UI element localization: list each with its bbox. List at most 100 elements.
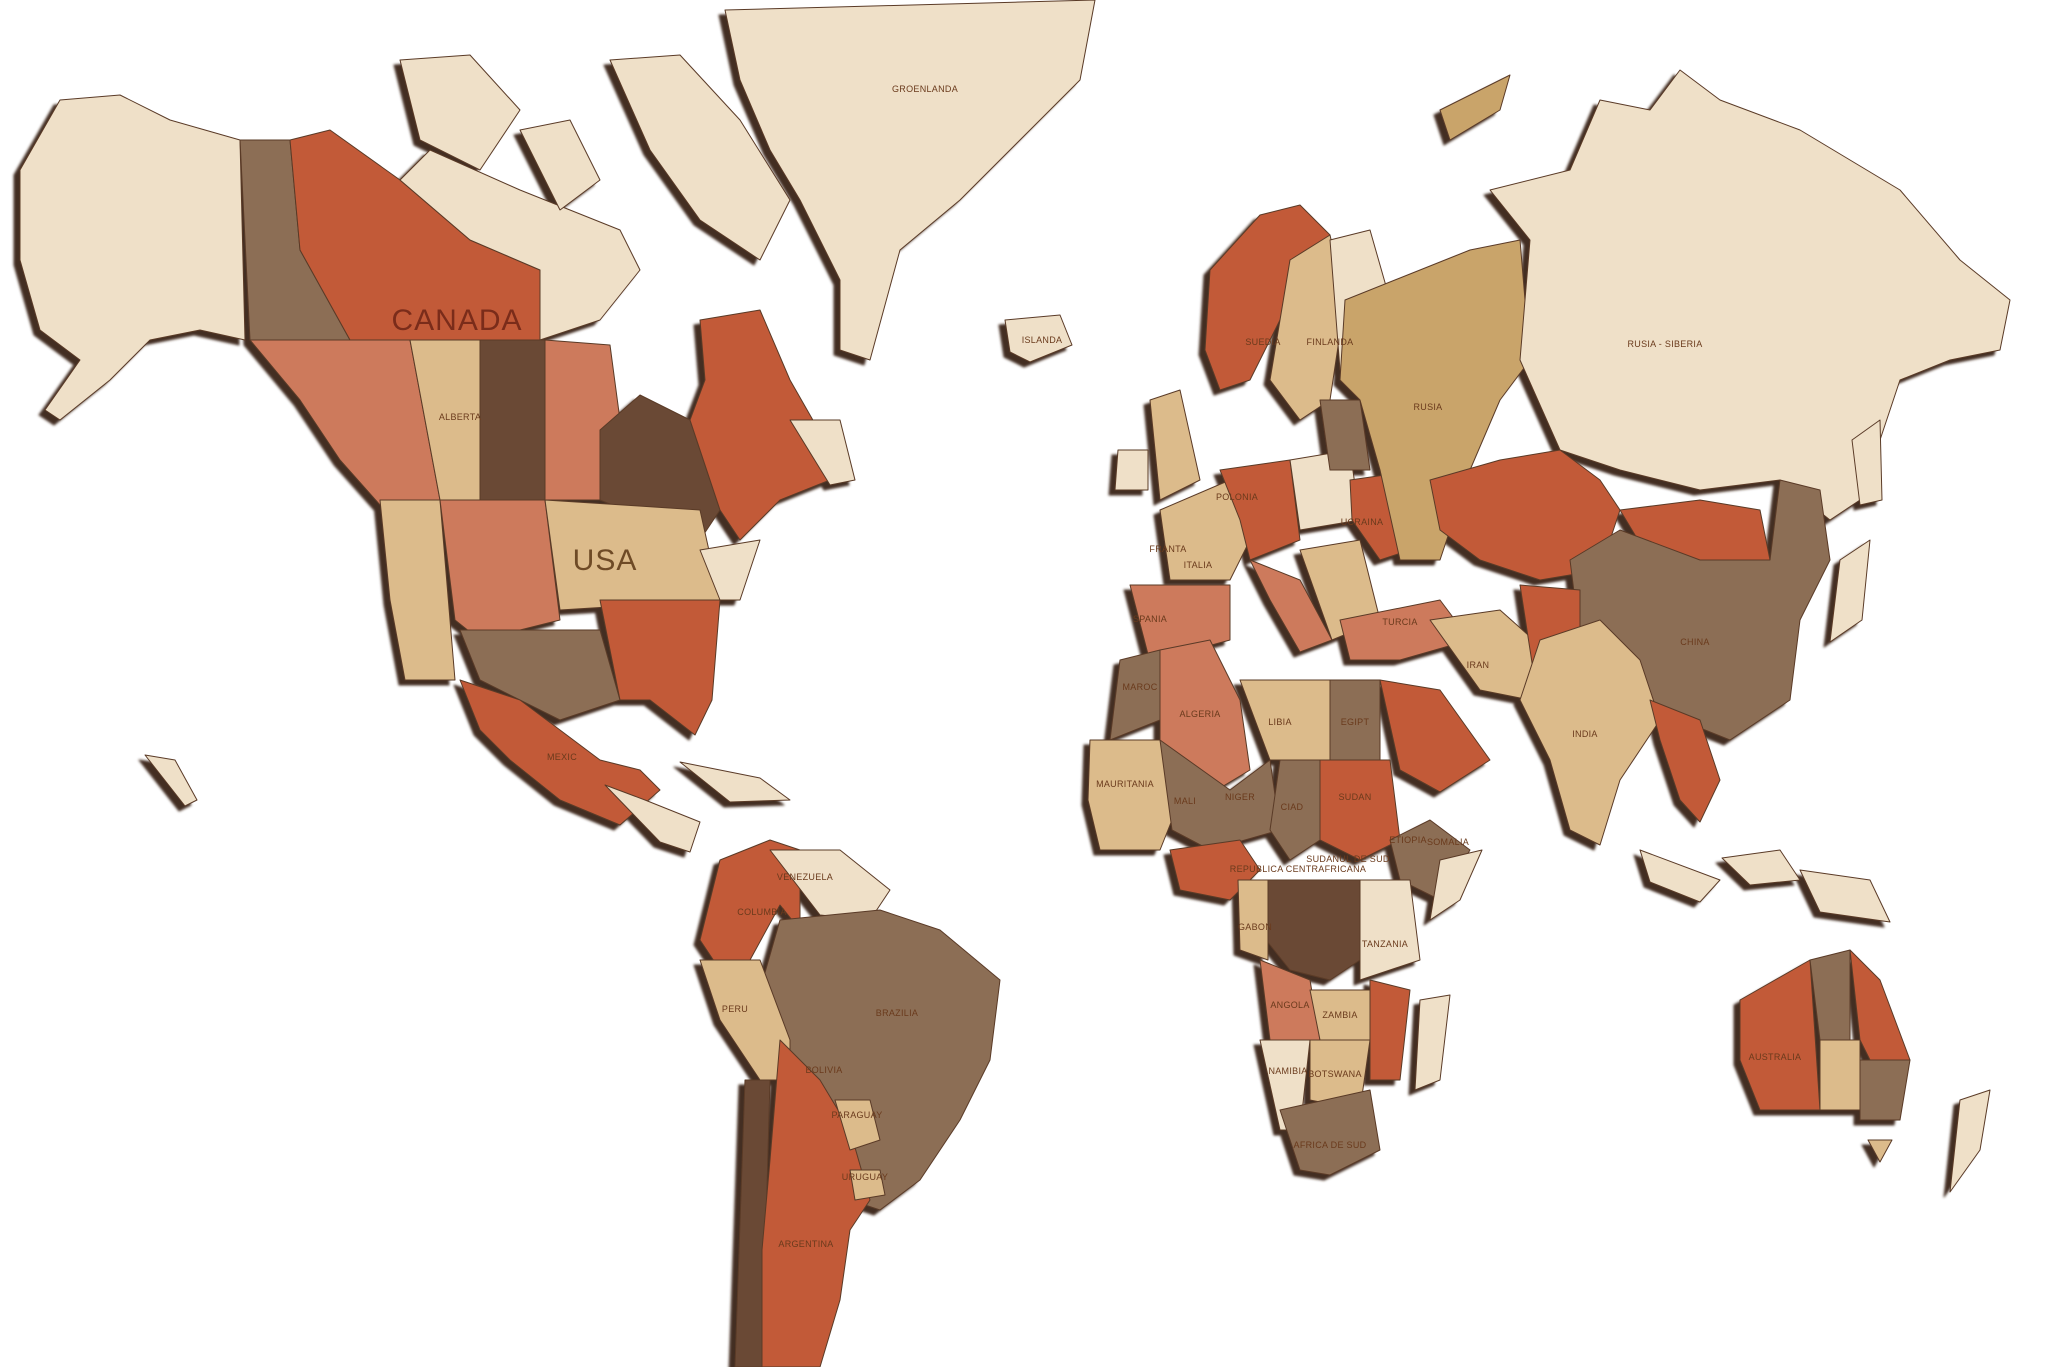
map-piece-gabon [1237, 879, 1269, 961]
map-piece-tasmania [1867, 1139, 1893, 1163]
map-piece-france [1159, 479, 1251, 581]
map-piece-borneo [1721, 849, 1801, 886]
map-piece-arctic-island-1 [399, 54, 521, 171]
map-piece-newfoundland [789, 419, 856, 486]
label-china: CHINA [1680, 637, 1710, 647]
label-mauritania: MAURITANIA [1096, 779, 1154, 789]
map-piece-colombia [699, 839, 801, 971]
label-turcia: TURCIA [1382, 617, 1417, 627]
map-piece-sudan [1319, 759, 1401, 861]
label-suedia: SUEDIA [1245, 337, 1280, 347]
label-algeria: ALGERIA [1179, 709, 1220, 719]
map-piece-baltics-belarus [1319, 399, 1371, 471]
label-australia: AUSTRALIA [1749, 1052, 1802, 1062]
label-columbia: COLUMBIA [737, 907, 786, 917]
label-mali: MALI [1174, 796, 1196, 806]
map-piece-western-australia [1739, 959, 1821, 1111]
map-piece-alaska [19, 94, 246, 421]
map-piece-iceland [1004, 314, 1073, 363]
label-franta: FRANTA [1149, 544, 1186, 554]
map-piece-arctic-island-2 [609, 54, 791, 261]
map-piece-turkey [1339, 599, 1471, 661]
label-maroc: MAROC [1123, 682, 1158, 692]
label-finlanda: FINLANDA [1307, 337, 1354, 347]
label-argentina: ARGENTINA [778, 1239, 833, 1249]
label-alberta: ALBERTA [439, 412, 481, 422]
map-piece-madagascar [1414, 994, 1451, 1091]
label-gabon: GABON [1238, 922, 1272, 932]
map-piece-quebec [689, 309, 831, 541]
map-piece-british-columbia [249, 339, 441, 506]
map-piece-venezuela [769, 849, 891, 921]
map-piece-arctic-island-3 [519, 119, 601, 211]
label-rusia-siberia: RUSIA - SIBERIA [1627, 339, 1702, 349]
label-bolivia: BOLIVIA [805, 1065, 842, 1075]
label-ciad: CIAD [1281, 802, 1304, 812]
map-piece-east-africa [1359, 879, 1421, 981]
map-piece-arabia [1379, 679, 1491, 793]
label-islanda: ISLANDA [1022, 335, 1063, 345]
label-italia: ITALIA [1184, 560, 1213, 570]
label-paraguay: PARAGUAY [831, 1110, 882, 1120]
map-piece-southeast-asia [1649, 699, 1721, 823]
label-usa: USA [573, 544, 638, 577]
map-piece-siberia [1489, 69, 2011, 521]
map-piece-uruguay [849, 1169, 886, 1201]
map-piece-india [1519, 619, 1661, 846]
map-piece-nunavut [399, 149, 641, 341]
label-peru: PERU [722, 1004, 748, 1014]
map-piece-ontario [599, 394, 721, 541]
map-piece-saskatchewan [479, 339, 546, 501]
map-piece-new-south-wales [1859, 1059, 1911, 1121]
label-tanzania: TANZANIA [1362, 939, 1408, 949]
map-pieces [19, 0, 2011, 1367]
label-niger: NIGER [1225, 792, 1255, 802]
map-piece-central-america [604, 784, 701, 853]
map-piece-paraguay [834, 1099, 881, 1151]
map-piece-somalia [1429, 849, 1483, 921]
map-piece-south-africa [1279, 1089, 1381, 1176]
label-mexic: MEXIC [547, 752, 577, 762]
map-piece-usa-southeast [599, 599, 721, 736]
label-polonia: POLONIA [1216, 492, 1258, 502]
map-piece-ireland [1114, 449, 1149, 491]
label-botswana: BOTSWANA [1308, 1069, 1362, 1079]
label-groenlanda: GROENLANDA [892, 84, 958, 94]
map-piece-novaya-zemlya [1439, 74, 1511, 141]
map-piece-greenland [724, 0, 1096, 361]
label-canada: CANADA [391, 304, 522, 337]
map-piece-new-guinea [1799, 869, 1891, 923]
map-piece-germany [1219, 459, 1301, 561]
label-ucraina: UCRAINA [1341, 517, 1384, 527]
label-zambia: ZAMBIA [1322, 1010, 1357, 1020]
label-africa-de-sud: AFRICA DE SUD [1294, 1140, 1367, 1150]
map-piece-sakhalin [1851, 419, 1883, 506]
label-venezuela: VENEZUELA [777, 872, 833, 882]
map-piece-usa-south [459, 629, 621, 721]
label-sudanul-de-sud: SUDANUL DE SUD [1306, 854, 1390, 864]
label-somalia: SOMALIA [1427, 837, 1469, 847]
label-etiopia: ETIOPIA [1389, 835, 1427, 845]
label-namibia: NAMIBIA [1268, 1066, 1307, 1076]
label-india: INDIA [1572, 729, 1598, 739]
country-labels: CANADA USA MEXIC ALBERTA GROENLANDA ISLA… [391, 84, 1801, 1249]
map-piece-northern-territory [1809, 949, 1851, 1041]
map-piece-usa-mountain [439, 499, 561, 641]
label-angola: ANGOLA [1270, 1000, 1309, 1010]
label-iran: IRAN [1467, 660, 1490, 670]
map-piece-united-kingdom [1149, 389, 1201, 501]
map-piece-morocco [1109, 649, 1161, 741]
map-piece-japan [1829, 539, 1871, 643]
label-rusia: RUSIA [1413, 402, 1442, 412]
map-piece-usa-west [379, 499, 456, 681]
map-piece-usa-northeast [699, 539, 761, 601]
map-piece-chile [734, 1079, 771, 1367]
label-brazilia: BRAZILIA [876, 1008, 918, 1018]
map-piece-mozambique [1369, 979, 1411, 1081]
map-piece-caribbean [679, 761, 791, 803]
label-libia: LIBIA [1268, 717, 1292, 727]
label-egipt: EGIPT [1341, 717, 1370, 727]
label-sudan: SUDAN [1338, 792, 1371, 802]
map-piece-south-australia [1819, 1039, 1861, 1111]
